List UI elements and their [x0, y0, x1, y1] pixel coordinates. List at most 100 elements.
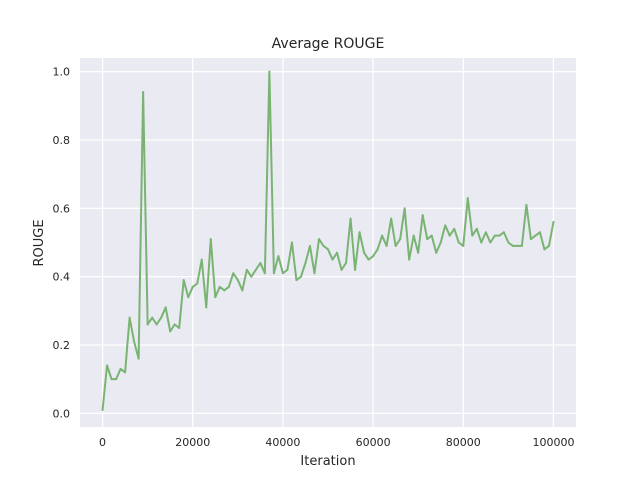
data-point	[200, 258, 203, 261]
data-point	[227, 285, 230, 288]
data-point	[236, 279, 239, 282]
data-point	[259, 262, 262, 264]
data-point	[110, 378, 113, 381]
data-point	[448, 234, 451, 237]
data-point	[534, 234, 537, 237]
data-point	[313, 272, 316, 275]
data-point	[403, 207, 406, 210]
data-point	[245, 268, 248, 271]
data-point	[209, 238, 212, 241]
x-tick-label: 40000	[265, 436, 300, 449]
chart-title: Average ROUGE	[272, 36, 385, 52]
data-point	[543, 248, 546, 251]
data-point	[241, 289, 244, 292]
data-point	[336, 251, 339, 254]
data-point	[115, 378, 118, 381]
data-point	[367, 258, 370, 261]
data-point	[295, 279, 298, 282]
data-point	[498, 234, 501, 237]
x-tick-label: 60000	[356, 436, 391, 449]
data-point	[385, 244, 388, 247]
data-point	[399, 238, 402, 241]
data-point	[435, 251, 438, 254]
data-point	[439, 241, 442, 244]
data-point	[137, 357, 140, 360]
data-point	[290, 241, 293, 244]
data-point	[471, 234, 474, 237]
x-tick-label: 0	[99, 436, 106, 449]
data-point	[331, 258, 334, 261]
data-point	[507, 241, 510, 244]
data-point	[529, 238, 532, 241]
data-point	[232, 272, 235, 275]
data-point	[363, 251, 366, 254]
data-point	[101, 408, 104, 411]
data-point	[142, 91, 145, 94]
series-layer	[101, 70, 555, 411]
data-point	[493, 234, 496, 237]
y-tick-label: 0.2	[53, 339, 71, 352]
data-point	[178, 326, 181, 329]
y-tick-label: 0.4	[53, 271, 71, 284]
data-point	[408, 258, 411, 261]
data-point	[169, 330, 172, 333]
data-point	[106, 364, 109, 367]
data-point	[372, 255, 375, 258]
data-point	[119, 367, 122, 370]
data-point	[299, 275, 302, 278]
data-point	[164, 306, 167, 309]
data-point	[155, 323, 158, 326]
data-point	[552, 221, 555, 223]
y-tick-label: 0.8	[53, 134, 71, 147]
data-point	[489, 241, 492, 244]
data-point	[277, 255, 280, 258]
data-point	[151, 316, 154, 319]
data-point	[254, 268, 257, 271]
data-point	[322, 244, 325, 247]
data-point	[354, 268, 357, 271]
data-point	[340, 268, 343, 271]
data-point	[349, 217, 352, 220]
data-point	[187, 296, 190, 299]
y-axis-label: ROUGE	[32, 219, 47, 266]
data-point	[317, 238, 320, 241]
data-point	[182, 279, 185, 282]
data-point	[417, 251, 420, 254]
data-point	[525, 203, 528, 206]
data-point	[520, 244, 523, 247]
data-point	[250, 275, 253, 278]
data-point	[191, 285, 194, 288]
data-point	[146, 323, 149, 326]
data-point	[430, 234, 433, 237]
y-tick-label: 0.0	[53, 407, 71, 420]
data-point	[218, 285, 221, 288]
data-point	[462, 244, 465, 247]
data-point	[263, 272, 266, 275]
x-axis-label: Iteration	[300, 454, 355, 469]
data-point	[345, 262, 348, 264]
data-point	[547, 244, 550, 247]
data-point	[281, 272, 284, 275]
x-tick-label: 20000	[175, 436, 210, 449]
y-tick-label: 0.6	[53, 202, 71, 215]
data-point	[173, 323, 176, 326]
data-point	[160, 316, 163, 319]
data-point	[453, 227, 456, 230]
data-point	[268, 70, 271, 73]
data-point	[223, 289, 226, 292]
data-point	[390, 217, 393, 220]
data-point	[381, 234, 384, 237]
data-point	[128, 316, 131, 319]
data-point	[272, 272, 275, 275]
data-point	[538, 231, 541, 234]
x-tick-label: 80000	[446, 436, 481, 449]
data-point	[457, 241, 460, 244]
data-point	[466, 197, 469, 200]
data-point	[124, 371, 127, 374]
data-point	[444, 224, 447, 227]
data-point	[516, 244, 519, 247]
y-tick-label: 1.0	[53, 66, 71, 79]
data-point	[327, 248, 329, 251]
